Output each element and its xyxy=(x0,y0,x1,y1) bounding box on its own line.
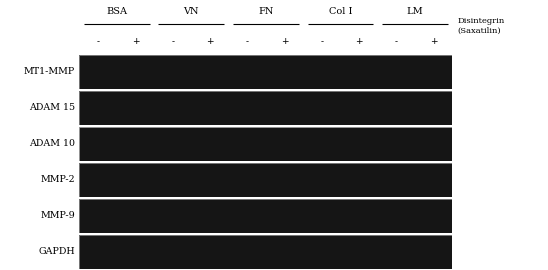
Text: VN: VN xyxy=(184,6,199,16)
Text: +: + xyxy=(430,37,437,46)
Text: -: - xyxy=(171,37,174,46)
Text: ADAM 10: ADAM 10 xyxy=(29,140,75,148)
Text: +: + xyxy=(281,37,288,46)
Text: -: - xyxy=(96,37,100,46)
Text: Col I: Col I xyxy=(329,6,352,16)
Text: MMP-9: MMP-9 xyxy=(41,211,75,221)
Text: MT1-MMP: MT1-MMP xyxy=(24,68,75,76)
Text: MMP-2: MMP-2 xyxy=(41,176,75,184)
Text: LM: LM xyxy=(407,6,423,16)
Text: GAPDH: GAPDH xyxy=(38,248,75,256)
Text: +: + xyxy=(132,37,139,46)
Text: -: - xyxy=(320,37,323,46)
Text: -: - xyxy=(246,37,249,46)
Text: -: - xyxy=(395,37,398,46)
Text: BSA: BSA xyxy=(106,6,127,16)
Text: Disintegrin
(Saxatilin): Disintegrin (Saxatilin) xyxy=(458,17,505,35)
Text: +: + xyxy=(355,37,363,46)
Text: FN: FN xyxy=(258,6,273,16)
Text: +: + xyxy=(206,37,214,46)
Text: ADAM 15: ADAM 15 xyxy=(29,103,75,113)
